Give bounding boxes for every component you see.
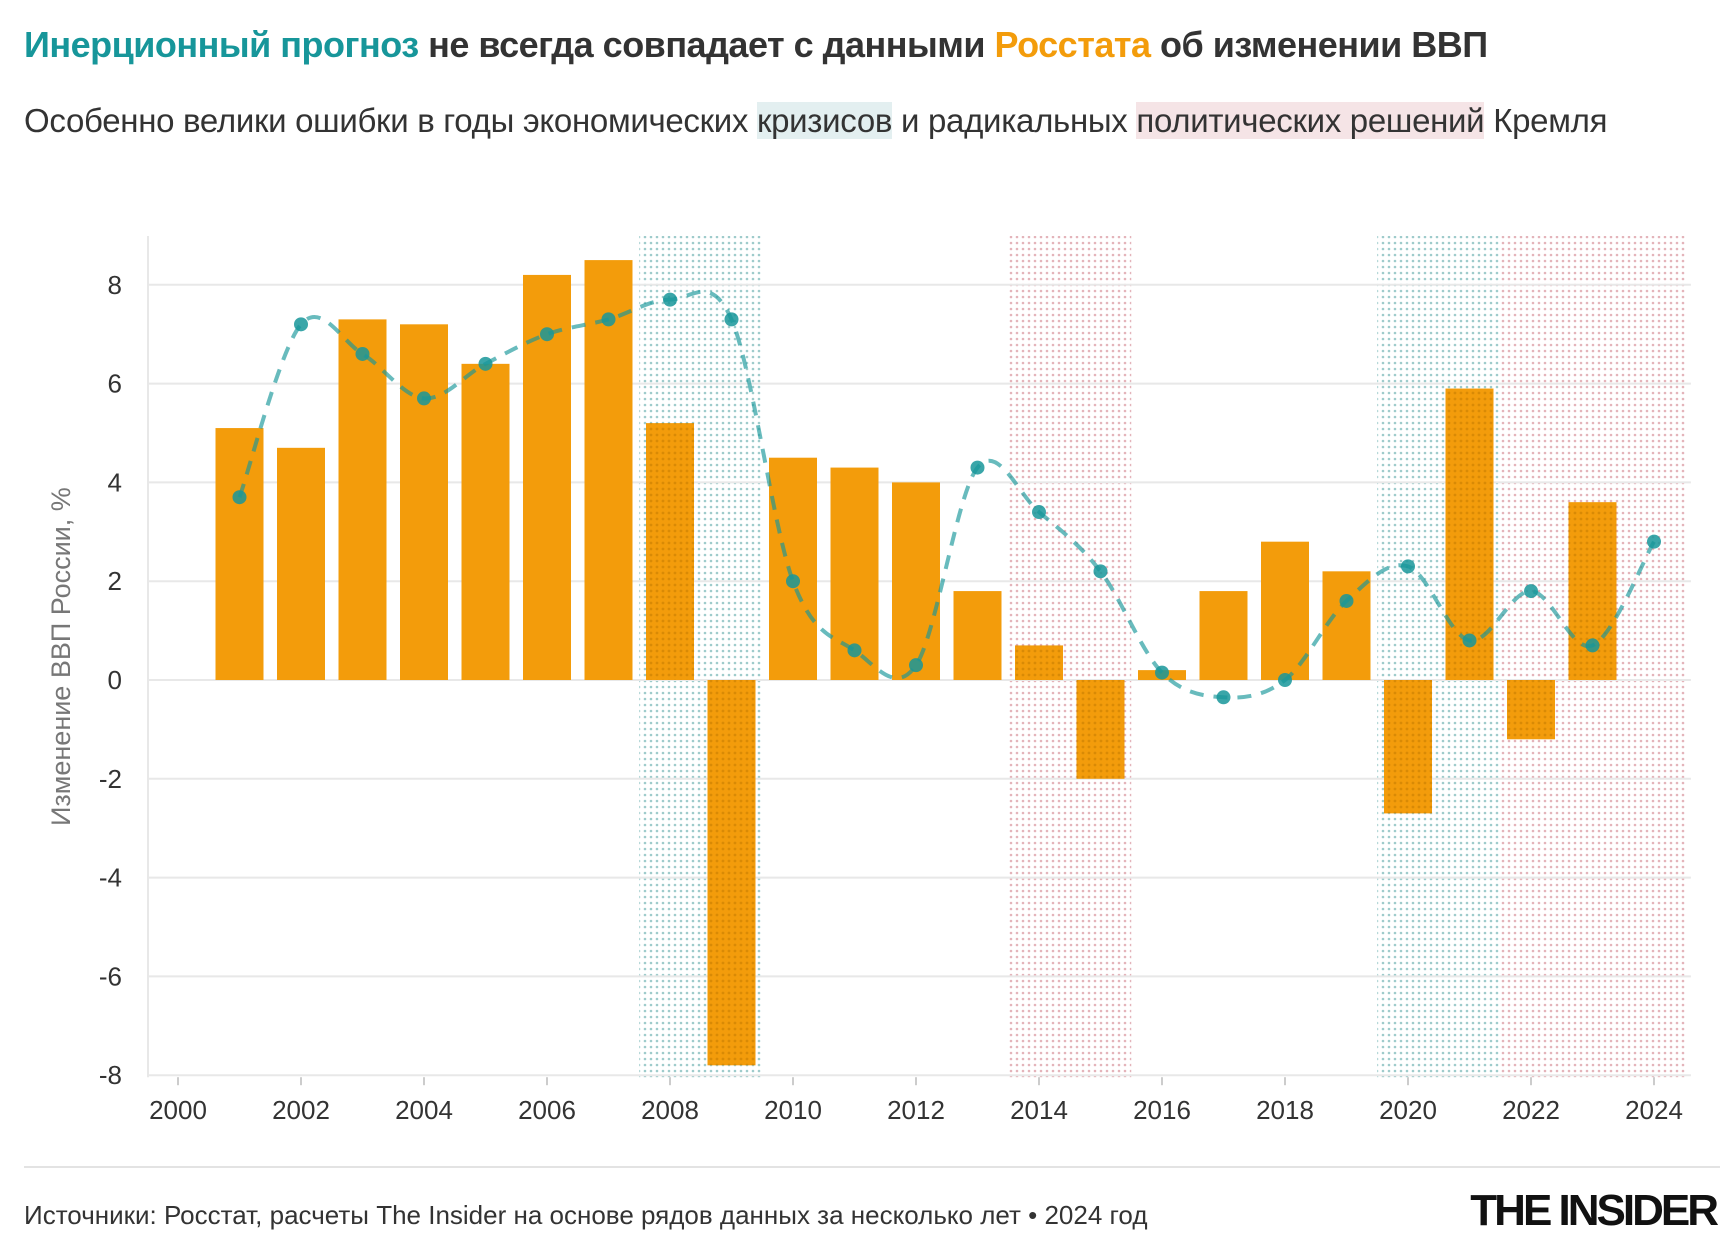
subtitle-political: политических решений [1136,102,1485,139]
chart-subtitle: Особенно велики ошибки в годы экономичес… [24,96,1714,145]
bar-2023 [1568,502,1617,680]
y-tick-label: 8 [108,270,122,300]
bar-2010 [769,457,817,680]
y-tick-label: 4 [108,467,122,497]
forecast-point-2001 [232,490,247,505]
y-tick-label: 0 [108,665,122,695]
bar-2002 [277,447,325,680]
forecast-point-2017 [1216,690,1231,705]
forecast-point-2004 [417,391,431,406]
title-end: об изменении ВВП [1150,24,1488,65]
x-tick-label: 2008 [641,1095,699,1125]
forecast-point-2022 [1524,584,1538,599]
bar-2009 [707,680,756,1066]
y-tick-label: -6 [99,961,122,991]
x-tick-label: 2000 [149,1095,207,1125]
y-tick-label: 2 [108,566,122,596]
forecast-point-2023 [1585,638,1600,653]
forecast-point-2021 [1462,633,1477,648]
forecast-point-2013 [970,460,985,475]
x-tick-label: 2010 [764,1095,822,1125]
y-tick-label: 6 [108,369,122,399]
subtitle-text: Особенно велики ошибки в годы экономичес… [24,102,757,139]
title-rosstat: Росстата [994,24,1151,65]
forecast-point-2006 [540,327,554,342]
chart-title: Инерционный прогноз не всегда совпадает … [24,24,1488,66]
forecast-point-2024 [1647,534,1661,549]
x-tick-label: 2016 [1133,1095,1191,1125]
x-tick-label: 2012 [887,1095,945,1125]
subtitle-crises: кризисов [756,102,893,139]
x-tick-label: 2014 [1010,1095,1068,1125]
bar-2004 [400,324,448,680]
bar-2013 [953,591,1002,680]
forecast-point-2005 [478,356,493,371]
forecast-point-2019 [1339,593,1354,608]
x-tick-label: 2022 [1502,1095,1560,1125]
bar-2018 [1261,541,1309,680]
forecast-point-2009 [724,312,739,327]
forecast-point-2002 [294,317,308,332]
x-tick-label: 2002 [272,1095,330,1125]
forecast-point-2015 [1093,564,1108,579]
footer-divider [24,1166,1720,1168]
y-tick-label: -2 [99,764,122,794]
forecast-point-2003 [355,346,370,361]
chart: 8 6 4 2 0 -2 -4 -6 -8 2000 2002 2004 2006 2008 2010 201… [46,236,1691,1125]
bar-2015 [1076,680,1125,779]
bar-2005 [461,363,510,680]
forecast-point-2007 [601,312,616,327]
forecast-point-2008 [663,292,677,307]
bar-2012 [892,482,940,680]
x-tick-label: 2006 [518,1095,576,1125]
forecast-point-2018 [1278,673,1292,687]
forecast-point-2014 [1032,505,1046,520]
bar-2022 [1507,680,1555,740]
forecast-point-2016 [1155,665,1169,680]
y-axis-label: Изменение ВВП России, % [46,487,76,826]
bar-2003 [338,319,387,680]
forecast-line [237,289,1656,700]
subtitle-text: Кремля [1484,102,1608,139]
bar-2007 [584,260,633,680]
forecast-point-2012 [909,658,923,673]
forecast-point-2010 [786,574,800,589]
y-tick-label: -4 [99,863,122,893]
title-middle: не всегда совпадает с данными [418,24,995,65]
x-tick-label: 2020 [1379,1095,1437,1125]
bar-2020 [1384,680,1432,814]
x-tick-label: 2004 [395,1095,453,1125]
the-insider-logo: THE INSIDER [1470,1186,1719,1235]
x-tick-label: 2024 [1625,1095,1683,1125]
bar-2008 [646,423,694,680]
forecast-point-2011 [847,643,862,658]
y-tick-label: -8 [99,1060,122,1090]
x-tick-label: 2018 [1256,1095,1314,1125]
bar-2019 [1322,571,1371,680]
title-forecast: Инерционный прогноз [24,24,419,65]
bar-2014 [1015,645,1063,680]
subtitle-text: и радикальных [892,102,1137,139]
source-note: Источники: Росстат, расчеты The Insider … [24,1200,1148,1230]
bar-2017 [1199,591,1248,680]
forecast-point-2020 [1401,559,1415,574]
bar-2001 [215,428,264,680]
